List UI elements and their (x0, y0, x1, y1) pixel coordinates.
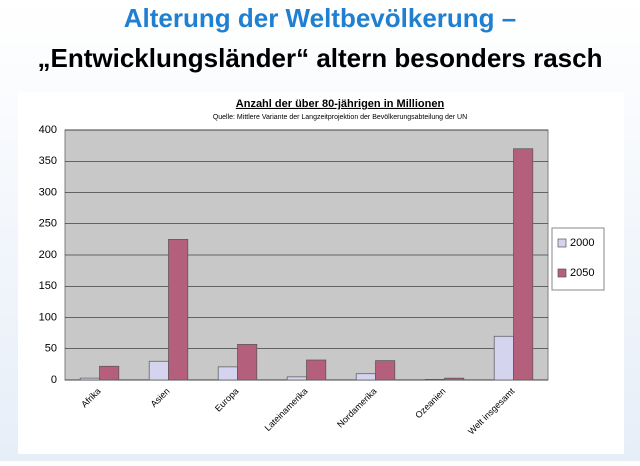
y-tick-label: 350 (39, 155, 57, 167)
y-tick-label: 150 (39, 280, 57, 292)
slide-title: Alterung der Weltbevölkerung – (124, 3, 516, 33)
bar (79, 377, 100, 381)
legend-label: 2000 (570, 237, 594, 249)
chart-title: Anzahl der über 80-jährigen in Millionen (236, 98, 445, 110)
bar (375, 360, 396, 381)
y-tick-label: 400 (39, 124, 57, 136)
bar (306, 359, 327, 381)
y-tick-label: 300 (39, 186, 57, 198)
y-tick-label: 100 (39, 311, 57, 323)
bar (286, 376, 307, 381)
bar (424, 379, 445, 381)
bar (168, 239, 189, 381)
legend-label: 2050 (570, 267, 594, 279)
y-tick-label: 0 (51, 374, 57, 386)
legend-swatch (557, 238, 567, 248)
bar (148, 360, 169, 381)
legend-swatch (557, 268, 567, 278)
bar (355, 373, 376, 381)
bar (444, 377, 465, 381)
bar (493, 335, 514, 381)
legend-box (551, 227, 605, 291)
y-tick-label: 250 (39, 218, 57, 230)
bar (237, 344, 258, 381)
slide-subtitle: „Entwicklungsländer“ altern besonders ra… (38, 43, 603, 73)
y-tick-label: 50 (45, 343, 57, 355)
bar (217, 366, 238, 381)
bar (513, 148, 534, 381)
chart-subtitle: Quelle: Mittlere Variante der Langzeitpr… (213, 114, 467, 121)
bar (99, 365, 120, 381)
y-tick-label: 200 (39, 249, 57, 261)
